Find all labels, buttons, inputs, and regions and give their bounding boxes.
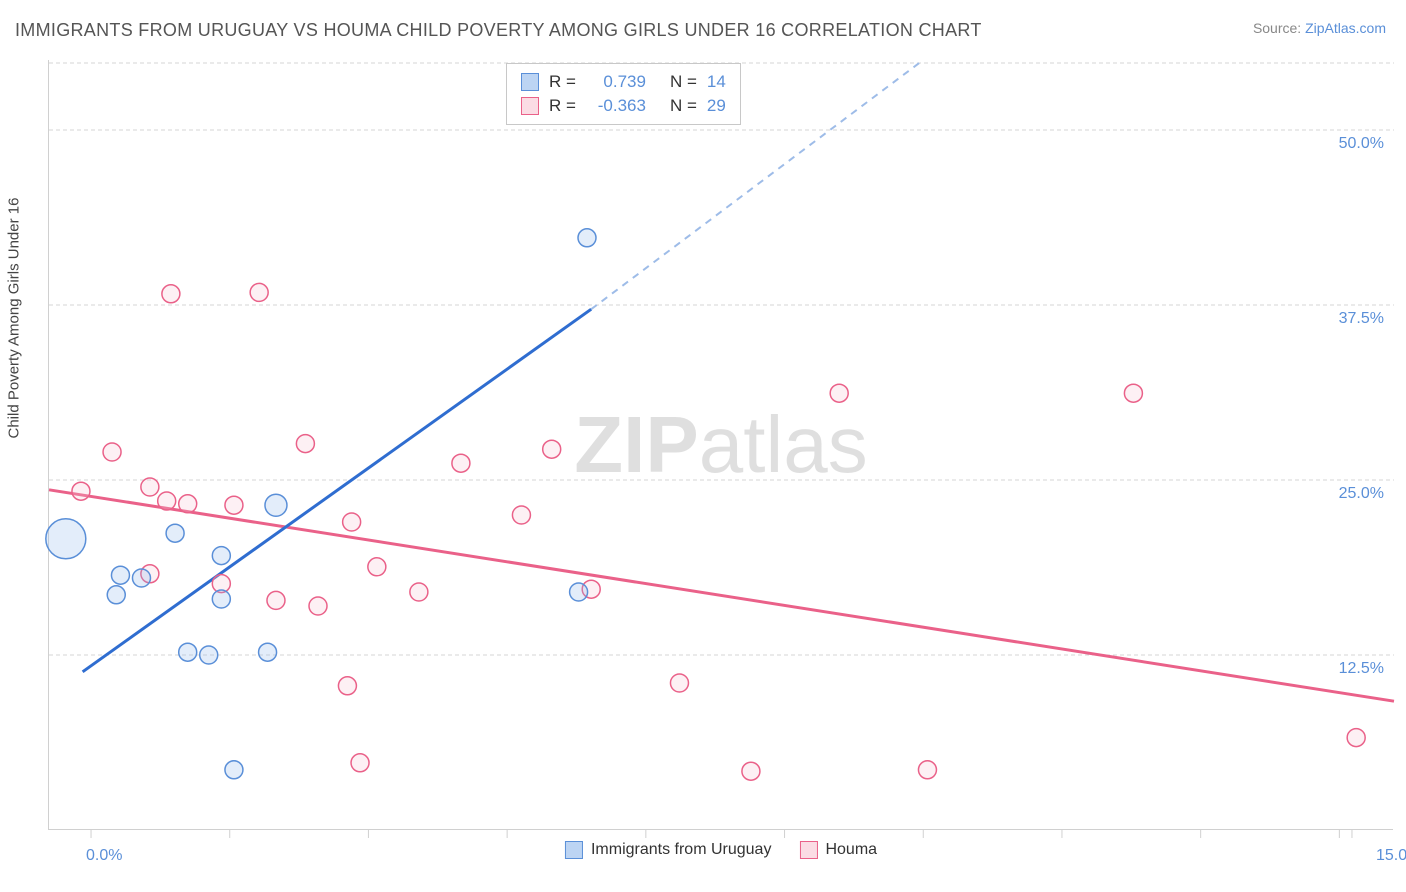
- r-label: R =: [549, 70, 576, 94]
- data-point: [452, 454, 470, 472]
- plot-area: 12.5%25.0%37.5%50.0%0.0%15.0% ZIPatlas R…: [48, 60, 1393, 830]
- scatter-svg: 12.5%25.0%37.5%50.0%0.0%15.0%: [49, 60, 1393, 829]
- ytick-label: 50.0%: [1339, 135, 1384, 152]
- data-point: [107, 586, 125, 604]
- data-point: [343, 513, 361, 531]
- data-point: [1347, 729, 1365, 747]
- data-point: [368, 558, 386, 576]
- y-axis-label: Child Poverty Among Girls Under 16: [6, 198, 23, 439]
- data-point: [200, 646, 218, 664]
- stats-swatch: [521, 97, 539, 115]
- stats-row: R = 0.739 N = 14: [521, 70, 726, 94]
- ytick-label: 25.0%: [1339, 485, 1384, 502]
- data-point: [265, 494, 287, 516]
- data-point: [250, 283, 268, 301]
- data-point: [212, 590, 230, 608]
- series-legend: Immigrants from Uruguay Houma: [565, 841, 877, 859]
- data-point: [158, 492, 176, 510]
- ytick-label: 12.5%: [1339, 660, 1384, 677]
- n-label: N =: [670, 70, 697, 94]
- data-point: [410, 583, 428, 601]
- r-value: -0.363: [586, 94, 646, 118]
- legend-swatch: [799, 841, 817, 859]
- data-point: [132, 569, 150, 587]
- data-point: [267, 591, 285, 609]
- trendline-pink: [49, 490, 1394, 701]
- n-label: N =: [670, 94, 697, 118]
- source-link[interactable]: ZipAtlas.com: [1305, 20, 1386, 36]
- n-value: 29: [707, 94, 726, 118]
- data-point: [103, 443, 121, 461]
- source-attribution: Source: ZipAtlas.com: [1253, 20, 1386, 36]
- n-value: 14: [707, 70, 726, 94]
- data-point: [512, 506, 530, 524]
- legend-label: Immigrants from Uruguay: [591, 841, 772, 859]
- data-point: [162, 285, 180, 303]
- data-point: [111, 566, 129, 584]
- legend-label: Houma: [825, 841, 877, 859]
- data-point: [166, 524, 184, 542]
- chart-title: IMMIGRANTS FROM URUGUAY VS HOUMA CHILD P…: [15, 20, 982, 41]
- r-value: 0.739: [586, 70, 646, 94]
- data-point: [141, 478, 159, 496]
- data-point: [296, 435, 314, 453]
- legend-item: Houma: [799, 841, 877, 859]
- data-point: [1124, 384, 1142, 402]
- data-point: [918, 761, 936, 779]
- correlation-stats-box: R = 0.739 N = 14 R = -0.363 N = 29: [506, 63, 741, 125]
- data-point: [179, 495, 197, 513]
- xtick-first: 0.0%: [86, 847, 122, 864]
- data-point: [351, 754, 369, 772]
- data-point: [225, 496, 243, 514]
- data-point: [225, 761, 243, 779]
- data-point: [179, 643, 197, 661]
- xtick-last: 15.0%: [1376, 847, 1406, 864]
- source-label: Source:: [1253, 20, 1301, 36]
- data-point: [259, 643, 277, 661]
- data-point: [670, 674, 688, 692]
- data-point: [742, 762, 760, 780]
- stats-swatch: [521, 73, 539, 91]
- legend-item: Immigrants from Uruguay: [565, 841, 772, 859]
- data-point: [309, 597, 327, 615]
- legend-swatch: [565, 841, 583, 859]
- data-point: [212, 547, 230, 565]
- data-point: [578, 229, 596, 247]
- data-point: [543, 440, 561, 458]
- r-label: R =: [549, 94, 576, 118]
- data-point: [46, 519, 86, 559]
- data-point: [72, 482, 90, 500]
- data-point: [570, 583, 588, 601]
- data-point: [338, 677, 356, 695]
- ytick-label: 37.5%: [1339, 310, 1384, 327]
- data-point: [830, 384, 848, 402]
- stats-row: R = -0.363 N = 29: [521, 94, 726, 118]
